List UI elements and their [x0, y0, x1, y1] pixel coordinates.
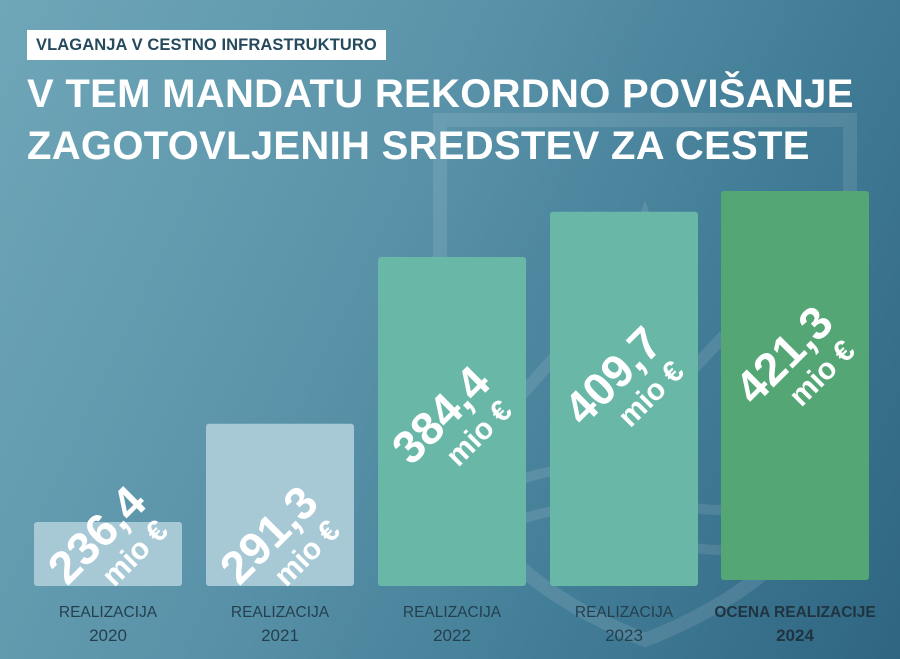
bar-2022: [378, 257, 526, 586]
bar-2024: [721, 191, 869, 580]
year-label-2022: 2022: [433, 626, 471, 645]
bar-2021: [206, 423, 354, 586]
year-label-2020: 2020: [89, 626, 127, 645]
category-label-2022: REALIZACIJA: [403, 604, 502, 621]
title-line-2: ZAGOTOVLJENIH SREDSTEV ZA CESTE: [27, 124, 810, 168]
category-label-2024: OCENA REALIZACIJE: [714, 604, 875, 621]
category-tag: VLAGANJA V CESTNO INFRASTRUKTURO: [27, 30, 386, 60]
bar-2023: [550, 211, 698, 587]
category-label-2020: REALIZACIJA: [59, 604, 158, 621]
category-label-2021: REALIZACIJA: [231, 604, 330, 621]
page-title: V TEM MANDATU REKORDNO POVIŠANJE ZAGOTOV…: [27, 68, 887, 172]
category-label-2023: REALIZACIJA: [575, 604, 674, 621]
year-label-2024: 2024: [776, 626, 814, 645]
bar-2020: [34, 522, 182, 586]
year-label-2023: 2023: [605, 626, 643, 645]
title-line-1: V TEM MANDATU REKORDNO POVIŠANJE: [27, 72, 854, 116]
year-label-2021: 2021: [261, 626, 299, 645]
